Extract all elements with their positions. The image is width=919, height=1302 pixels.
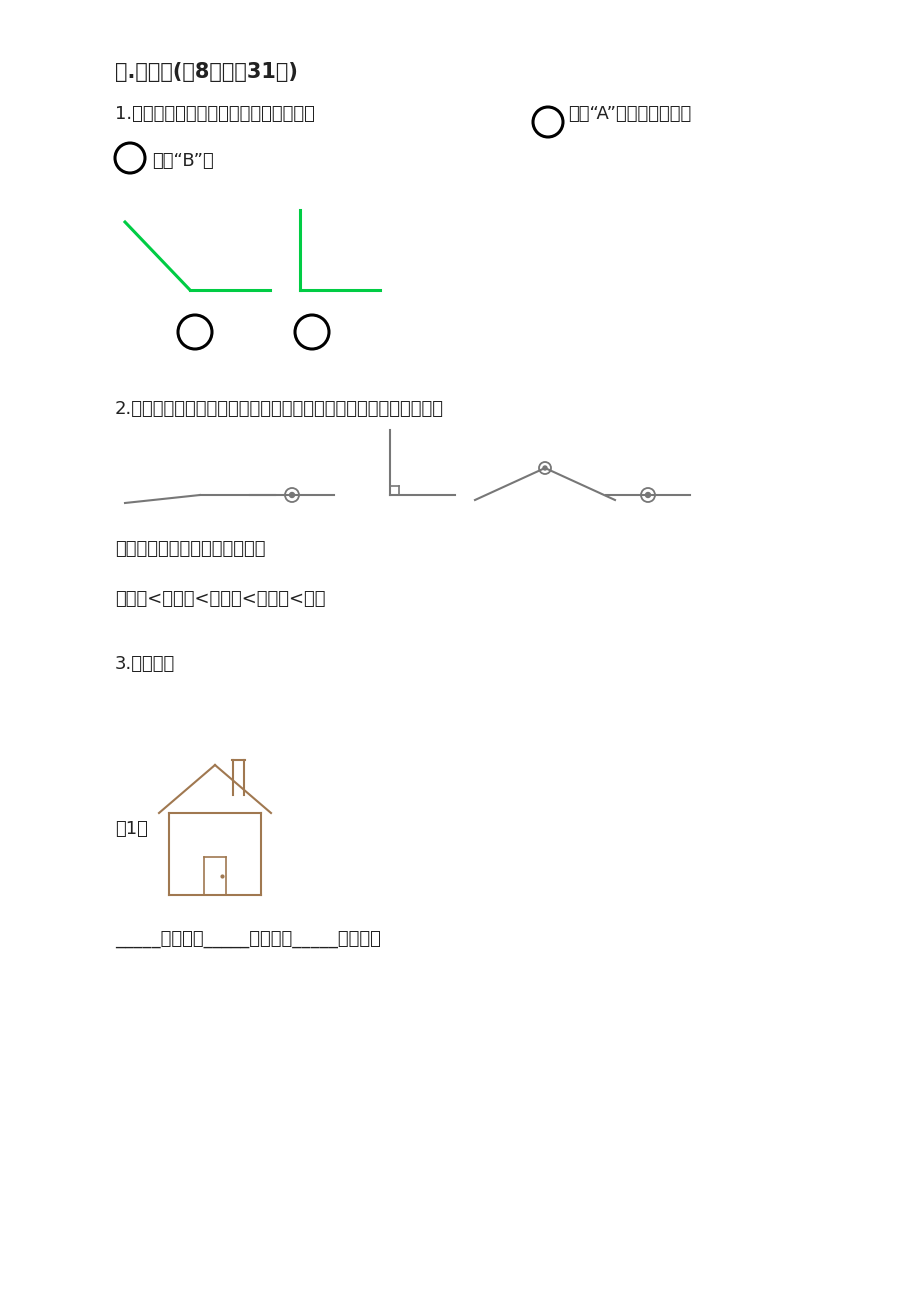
Text: 3.填一填。: 3.填一填。 — [115, 655, 175, 673]
Text: _____个直角，_____个锐角，_____个钝角。: _____个直角，_____个锐角，_____个钝角。 — [115, 930, 380, 948]
Text: 里画“A”，在大角下面的: 里画“A”，在大角下面的 — [567, 105, 690, 122]
Text: 三.填空题(共8题，共31分): 三.填空题(共8题，共31分) — [115, 62, 298, 82]
Text: 2.分别说出下列各数的名称，并且把它们按从小到大的顺序排一排。: 2.分别说出下列各数的名称，并且把它们按从小到大的顺序排一排。 — [115, 400, 444, 418]
Circle shape — [289, 492, 294, 497]
Text: ＿＿、＿＿、＿＿、＿＿、＿＿: ＿＿、＿＿、＿＿、＿＿、＿＿ — [115, 540, 266, 559]
Text: 里画“B”。: 里画“B”。 — [152, 152, 213, 171]
Text: 1.比较下列各组角的大小，在小角下面的: 1.比较下列各组角的大小，在小角下面的 — [115, 105, 314, 122]
Text: （1）: （1） — [115, 820, 148, 838]
Circle shape — [645, 492, 650, 497]
Circle shape — [542, 466, 547, 470]
Text: ＿＿＿<＿＿＿<＿＿＿<＿＿＿<＿＿: ＿＿＿<＿＿＿<＿＿＿<＿＿＿<＿＿ — [115, 590, 325, 608]
